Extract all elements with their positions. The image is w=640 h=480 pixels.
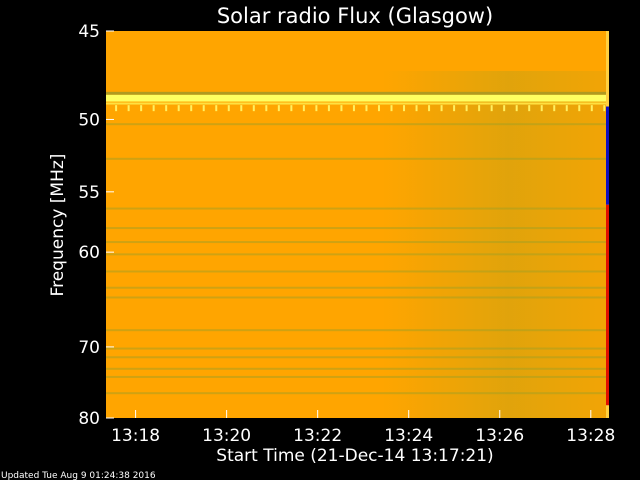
x-axis-label: Start Time (21-Dec-14 13:17:21) (216, 446, 493, 466)
dim-line (106, 329, 609, 332)
spike-mark (302, 105, 305, 112)
updated-timestamp: Updated Tue Aug 9 01:24:38 2016 (1, 471, 156, 480)
spike-mark (340, 105, 343, 112)
dim-line (106, 270, 609, 273)
spike-mark (227, 105, 230, 112)
spike-mark (503, 105, 506, 112)
chart-title: Solar radio Flux (Glasgow) (217, 4, 493, 28)
spike-mark (365, 105, 368, 112)
spike-mark (540, 105, 543, 112)
spike-mark (478, 105, 481, 112)
spectrogram-tint (106, 71, 609, 418)
spike-mark (490, 105, 493, 112)
x-tick-label: 13:22 (293, 426, 342, 446)
spike-mark (152, 105, 155, 112)
y-tick-label: 55 (78, 183, 100, 203)
spike-mark (603, 105, 606, 112)
spike-mark (215, 105, 218, 112)
spike-mark (140, 105, 143, 112)
spike-mark (553, 105, 556, 112)
dim-line (106, 286, 609, 289)
dim-line (106, 253, 609, 256)
x-axis: 13:18 13:20 13:22 13:24 13:26 13:28 (111, 410, 615, 446)
spike-mark (115, 105, 118, 112)
spike-mark (327, 105, 330, 112)
spike-mark (377, 105, 380, 112)
dim-line (106, 367, 609, 370)
spike-mark (390, 105, 393, 112)
x-tick-label: 13:18 (111, 426, 160, 446)
spike-mark (277, 105, 280, 112)
spike-mark (265, 105, 268, 112)
spike-mark (528, 105, 531, 112)
dim-line (106, 347, 609, 350)
spike-mark (240, 105, 243, 112)
spike-mark (415, 105, 418, 112)
dim-line (106, 241, 609, 244)
spike-mark (165, 105, 168, 112)
spike-mark (190, 105, 193, 112)
spike-mark (202, 105, 205, 112)
spike-mark (590, 105, 593, 112)
spike-mark (440, 105, 443, 112)
y-axis: 45 50 55 60 70 80 (78, 22, 114, 429)
spike-mark (177, 105, 180, 112)
y-tick-label: 45 (78, 22, 100, 42)
spike-mark (578, 105, 581, 112)
bright-band (106, 94, 609, 102)
spike-mark (453, 105, 456, 112)
spike-mark (403, 105, 406, 112)
bright-band-lower (106, 102, 609, 105)
x-tick-label: 13:24 (384, 426, 433, 446)
x-tick-label: 13:20 (202, 426, 251, 446)
y-tick-label: 50 (78, 110, 100, 130)
right-edge-blue (606, 106, 609, 205)
spike-mark (315, 105, 318, 112)
x-tick-label: 13:26 (475, 426, 524, 446)
spike-mark (465, 105, 468, 112)
y-tick-label: 80 (78, 409, 100, 429)
y-tick-label: 60 (78, 243, 100, 263)
y-axis-label: Frequency [MHz] (48, 154, 68, 297)
x-tick-label: 13:28 (566, 426, 615, 446)
spike-mark (515, 105, 518, 112)
spike-mark (565, 105, 568, 112)
y-tick-label: 70 (78, 338, 100, 358)
dim-line (106, 227, 609, 230)
dim-line (106, 207, 609, 210)
dim-line (106, 375, 609, 378)
plot-area (106, 31, 609, 418)
dim-line (106, 392, 609, 395)
spike-mark (290, 105, 293, 112)
spike-mark (428, 105, 431, 112)
dim-line (106, 356, 609, 359)
spike-mark (352, 105, 355, 112)
spike-mark (127, 105, 130, 112)
spike-mark (252, 105, 255, 112)
bright-band-edge (106, 91, 609, 95)
dim-line (106, 296, 609, 299)
dim-line (106, 157, 609, 160)
right-edge-red (606, 204, 609, 406)
dim-line (106, 123, 609, 126)
